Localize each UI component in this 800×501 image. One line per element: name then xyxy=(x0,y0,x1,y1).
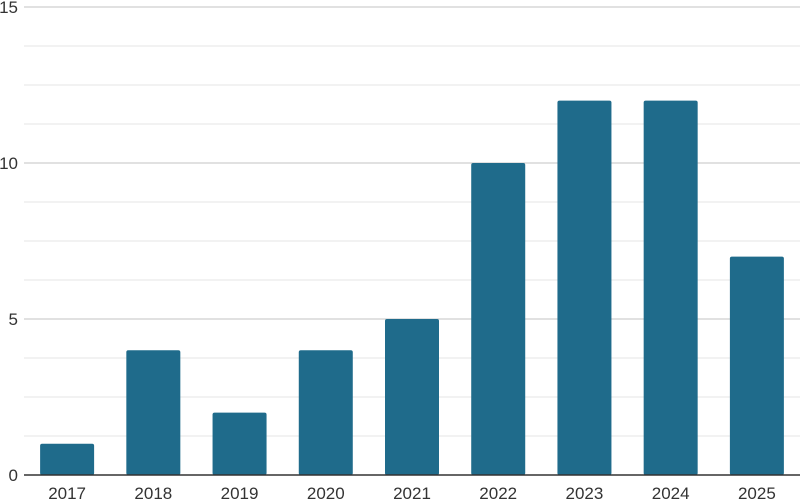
bar-2021 xyxy=(385,319,439,475)
y-tick-label: 15 xyxy=(0,0,18,17)
bars xyxy=(40,100,784,475)
bar-2019 xyxy=(212,412,267,475)
x-tick-label: 2017 xyxy=(48,484,86,501)
y-tick-label: 10 xyxy=(0,154,18,173)
x-tick-label: 2024 xyxy=(652,484,690,501)
x-tick-label: 2023 xyxy=(566,484,604,501)
x-tick-label: 2021 xyxy=(393,484,431,501)
bar-2022 xyxy=(471,163,526,475)
bar-2018 xyxy=(126,350,181,475)
x-tick-label: 2022 xyxy=(479,484,517,501)
bar-2017 xyxy=(40,443,95,475)
x-tick-label: 2019 xyxy=(221,484,259,501)
y-tick-label: 0 xyxy=(9,466,18,485)
tick-labels: 0 5 10 15 2017 2018 2019 2020 2021 2022 2023 2024 20… xyxy=(0,0,776,501)
bar-2024 xyxy=(643,100,698,475)
x-tick-label: 2018 xyxy=(134,484,172,501)
bar-2020 xyxy=(298,350,353,475)
bar-2023 xyxy=(557,100,612,475)
bar-2025 xyxy=(729,256,784,475)
x-tick-label: 2020 xyxy=(307,484,345,501)
y-tick-label: 5 xyxy=(9,310,18,329)
x-tick-label: 2025 xyxy=(738,484,776,501)
